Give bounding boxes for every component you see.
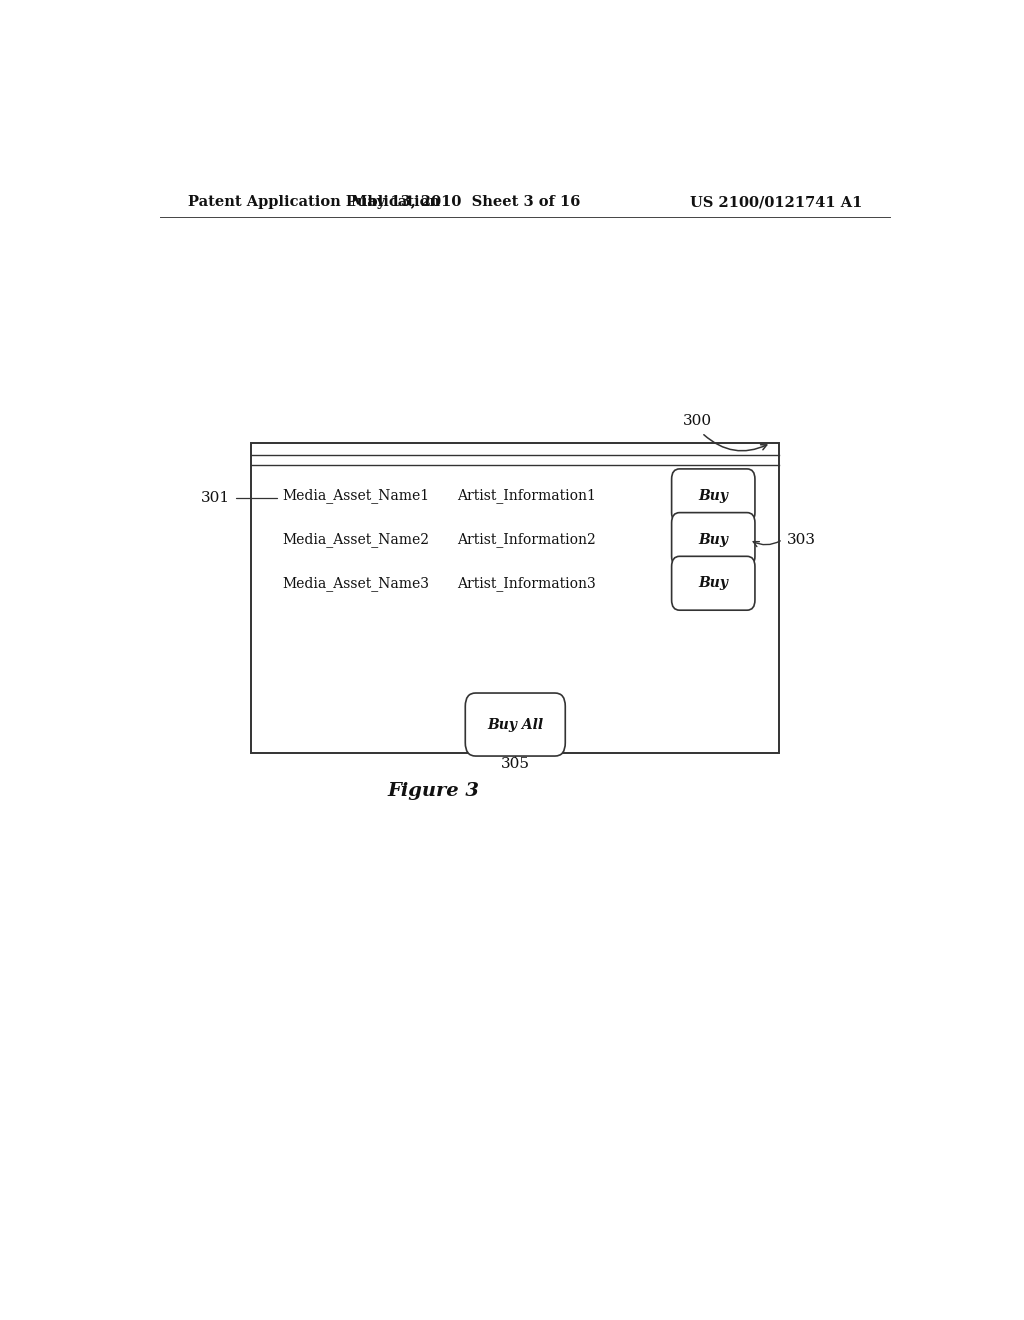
Text: May 13, 2010  Sheet 3 of 16: May 13, 2010 Sheet 3 of 16 (350, 195, 580, 209)
Bar (251, 444, 778, 752)
Text: Media_Asset_Name3: Media_Asset_Name3 (283, 576, 430, 590)
Text: Figure 3: Figure 3 (387, 781, 479, 800)
FancyBboxPatch shape (672, 556, 755, 610)
Text: Patent Application Publication: Patent Application Publication (187, 195, 439, 209)
Text: Artist_Information1: Artist_Information1 (458, 488, 596, 503)
Text: Buy: Buy (698, 577, 728, 590)
FancyBboxPatch shape (465, 693, 565, 756)
FancyBboxPatch shape (672, 512, 755, 566)
Text: 303: 303 (786, 532, 816, 546)
Text: Artist_Information3: Artist_Information3 (458, 576, 596, 590)
Text: 300: 300 (683, 413, 713, 428)
FancyBboxPatch shape (672, 469, 755, 523)
Text: 305: 305 (501, 758, 529, 771)
Text: Buy: Buy (698, 532, 728, 546)
Text: Artist_Information2: Artist_Information2 (458, 532, 596, 546)
Text: US 2100/0121741 A1: US 2100/0121741 A1 (690, 195, 862, 209)
Text: 301: 301 (201, 491, 229, 504)
Text: Buy All: Buy All (487, 718, 544, 731)
Text: Media_Asset_Name1: Media_Asset_Name1 (283, 488, 430, 503)
Text: Buy: Buy (698, 488, 728, 503)
Text: Media_Asset_Name2: Media_Asset_Name2 (283, 532, 430, 546)
